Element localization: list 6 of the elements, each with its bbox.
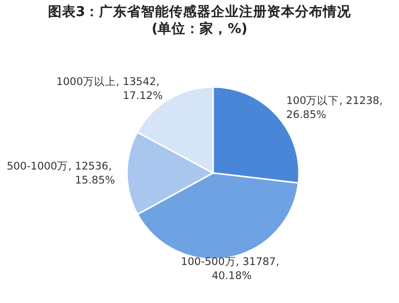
slice-label: 100-500万, 31787, 40.18% bbox=[180, 256, 283, 282]
slice-label: 500-1000万, 12536, 15.85% bbox=[6, 160, 116, 186]
slice-label: 100万以下, 21238, 26.85% bbox=[286, 94, 386, 121]
slice-label: 1000万以上, 13542, 17.12% bbox=[56, 74, 163, 102]
chart-title: 图表3：广东省智能传感器企业注册资本分布情况 bbox=[46, 4, 352, 21]
chart-subtitle: (单位：家，%) bbox=[150, 21, 248, 38]
